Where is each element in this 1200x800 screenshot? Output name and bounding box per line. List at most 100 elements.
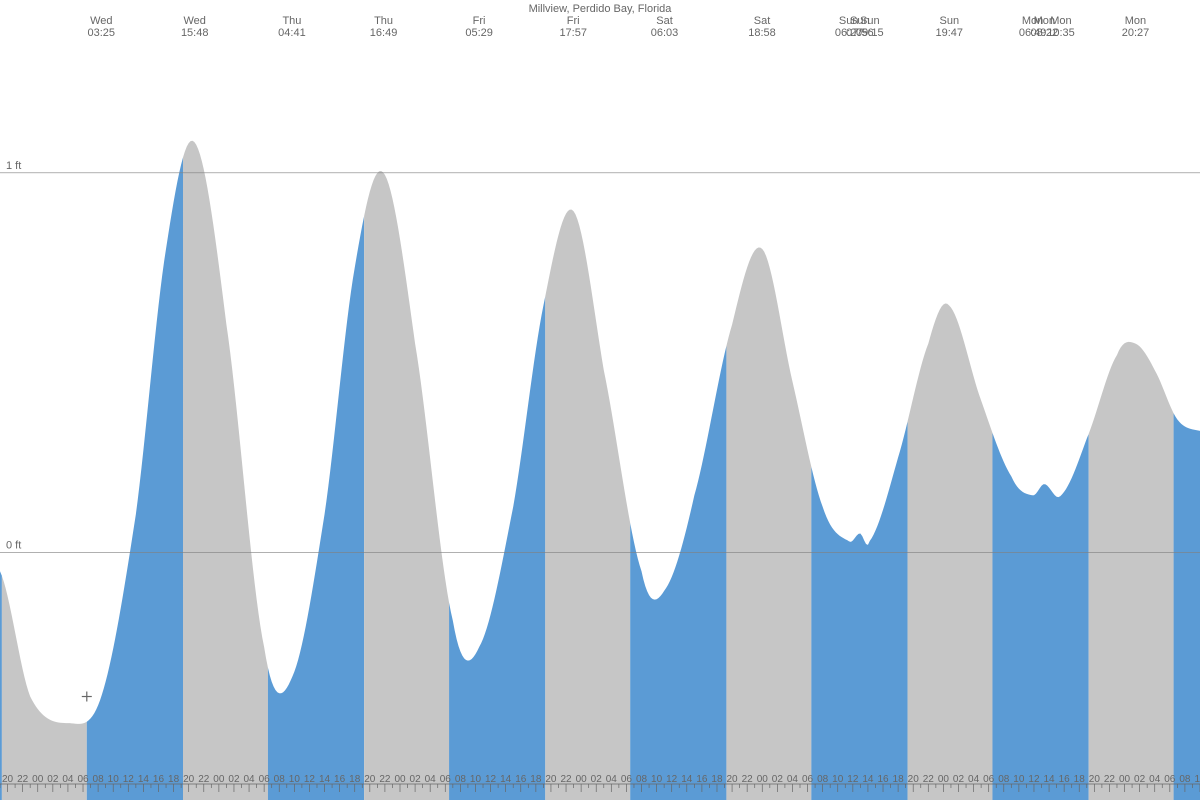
x-axis-label: 10 [108,774,120,785]
header-day: Thu [282,15,301,27]
tide-area-night [726,248,811,800]
header-day: Wed [184,15,206,27]
x-axis-label: 10 [832,774,844,785]
x-axis-label: 20 [908,774,920,785]
x-axis-label: 18 [711,774,723,785]
tide-area-night [908,303,993,800]
header-day: Fri [473,15,486,27]
x-axis-label: 18 [349,774,361,785]
x-axis-label: 04 [1149,774,1161,785]
x-axis-label: 16 [153,774,165,785]
x-axis-label: 12 [304,774,316,785]
x-axis-label: 08 [93,774,105,785]
x-axis-label: 16 [1059,774,1071,785]
x-axis-label: 22 [742,774,754,785]
x-axis-label: 08 [998,774,1010,785]
x-axis-label: 00 [32,774,44,785]
tide-area-night [183,141,268,800]
x-axis-label: 18 [1074,774,1086,785]
x-axis-label: 00 [213,774,225,785]
x-axis-label: 10 [289,774,301,785]
tide-area-night [545,210,630,800]
header-time: 09:15 [856,27,884,39]
x-axis-label: 20 [2,774,14,785]
tide-area-day [1174,413,1200,800]
x-axis-label: 14 [138,774,150,785]
x-axis-label: 12 [123,774,135,785]
chart-svg: 0 ft1 ft20220002040608101214161820220002… [0,0,1200,800]
tide-area-night [2,576,87,800]
header-time: 19:47 [936,27,964,39]
x-axis-label: 04 [425,774,437,785]
header-time: 15:48 [181,27,209,39]
x-axis-label: 22 [1104,774,1116,785]
header-time: 05:29 [465,27,493,39]
x-axis-label: 18 [530,774,542,785]
x-axis-label: 06 [77,774,89,785]
header-day: Mon [1125,15,1146,27]
x-axis-label: 14 [1043,774,1055,785]
x-axis-label: 12 [1028,774,1040,785]
x-axis-label: 14 [681,774,693,785]
x-axis-label: 14 [500,774,512,785]
header-time: 03:25 [88,27,116,39]
tide-area-day [87,157,183,800]
x-axis-label: 02 [1134,774,1146,785]
x-axis-label: 22 [379,774,391,785]
header-day: Fri [567,15,580,27]
x-axis-label: 10 [1013,774,1025,785]
x-axis-label: 08 [455,774,467,785]
tide-area-day [268,216,364,800]
y-axis-label: 1 ft [6,160,21,172]
x-axis-label: 14 [319,774,331,785]
x-axis-label: 04 [243,774,255,785]
header-day: Thu [374,15,393,27]
x-axis-label: 08 [817,774,829,785]
tide-chart: 0 ft1 ft20220002040608101214161820220002… [0,0,1200,800]
tide-area-day [449,296,545,800]
x-axis-label: 16 [877,774,889,785]
x-axis-label: 14 [862,774,874,785]
x-axis-label: 22 [198,774,210,785]
tide-area-day [630,346,726,800]
x-axis-label: 02 [953,774,965,785]
header-day: Mon [1050,15,1071,27]
header-time: 17:57 [559,27,587,39]
x-axis-label: 20 [183,774,195,785]
x-axis-label: 00 [576,774,588,785]
header-time: 18:58 [748,27,776,39]
tide-area-day [811,422,907,800]
header-time: 20:27 [1122,27,1150,39]
tide-area-night [364,171,449,800]
header-day: Wed [90,15,112,27]
x-axis-label: 08 [274,774,286,785]
x-axis-label: 12 [666,774,678,785]
header-time: 16:49 [370,27,398,39]
x-axis-label: 20 [727,774,739,785]
header-time: 04:41 [278,27,306,39]
header-day: Sat [754,15,771,27]
x-axis-label: 12 [847,774,859,785]
y-axis-label: 0 ft [6,539,21,551]
x-axis-label: 08 [636,774,648,785]
x-axis-label: 00 [394,774,406,785]
x-axis-label: 04 [787,774,799,785]
x-axis-label: 06 [802,774,814,785]
x-axis-label: 20 [1089,774,1101,785]
header-time: 10:35 [1047,27,1075,39]
x-axis-label: 06 [440,774,452,785]
x-axis-label: 06 [621,774,633,785]
x-axis-label: 06 [1164,774,1176,785]
header-day: Sun [860,15,880,27]
x-axis-label: 00 [1119,774,1131,785]
x-axis-label: 02 [772,774,784,785]
x-axis-label: 00 [757,774,769,785]
tide-area-night [1089,342,1174,800]
x-axis-label: 04 [968,774,980,785]
x-axis-label: 18 [893,774,905,785]
x-axis-label: 18 [168,774,180,785]
x-axis-label: 10 [1194,774,1200,785]
header-day: Sat [656,15,673,27]
x-axis-label: 10 [470,774,482,785]
x-axis-label: 22 [17,774,29,785]
